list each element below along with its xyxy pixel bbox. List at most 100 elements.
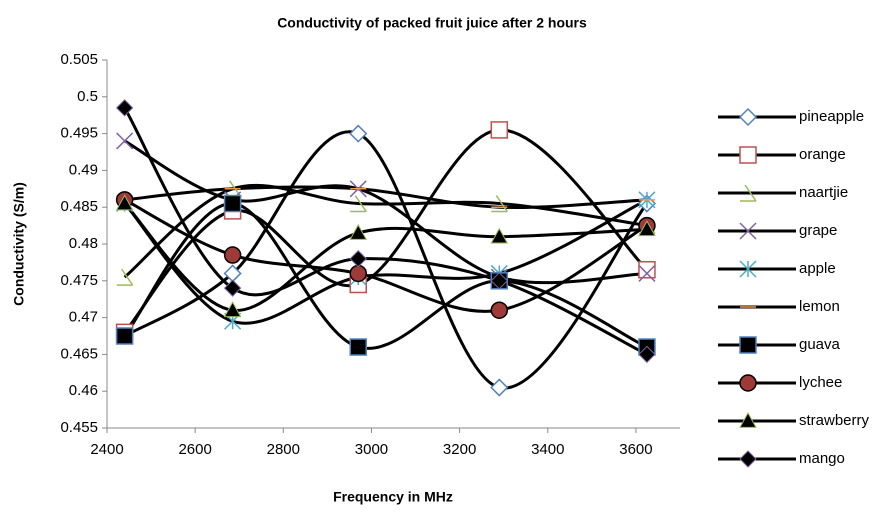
marker-shape: [638, 220, 656, 237]
marker: [349, 223, 368, 240]
marker: [739, 336, 757, 354]
legend-label: orange: [799, 146, 846, 163]
marker-shape: [739, 374, 757, 392]
marker: [739, 222, 757, 240]
y-tick-label: 0.505: [60, 51, 98, 68]
marker-shape: [349, 124, 368, 143]
marker-shape: [739, 146, 757, 164]
x-axis-title: Frequency in MHz: [333, 489, 453, 505]
marker: [638, 264, 656, 282]
marker: [115, 99, 134, 117]
marker: [490, 272, 508, 290]
x-tick-label: 3000: [355, 441, 388, 458]
marker-shape: [116, 132, 134, 150]
marker: [349, 338, 367, 356]
marker: [740, 184, 757, 202]
marker-shape: [223, 279, 242, 297]
y-axis-title: Conductivity (S/m): [11, 182, 27, 306]
marker-shape: [739, 411, 757, 428]
marker-shape: [491, 195, 508, 213]
y-tick-label: 0.46: [69, 382, 98, 399]
marker-shape: [739, 222, 757, 240]
legend-label: pineapple: [799, 108, 864, 125]
marker: [490, 301, 509, 319]
x-tick-label: 2400: [90, 441, 123, 458]
marker-shape: [115, 194, 134, 211]
marker: [116, 268, 134, 286]
marker: [223, 194, 242, 213]
y-tick-label: 0.475: [60, 272, 98, 289]
marker-shape: [638, 261, 656, 279]
marker-shape: [638, 345, 656, 364]
legend-label: strawberry: [799, 412, 870, 429]
x-tick-label: 3600: [619, 441, 652, 458]
marker: [115, 194, 134, 211]
x-tick-label: 2800: [267, 441, 300, 458]
marker-shape: [349, 223, 368, 240]
marker: [349, 124, 368, 143]
marker: [115, 327, 134, 345]
marker: [223, 279, 242, 297]
marker-shape: [738, 107, 758, 127]
x-tick-label: 2600: [178, 441, 211, 458]
marker-shape: [739, 260, 757, 278]
marker-shape: [638, 264, 656, 282]
x-tick-label: 3200: [443, 441, 476, 458]
marker-shape: [349, 338, 367, 356]
marker-shape: [739, 336, 757, 354]
marker: [739, 146, 757, 164]
y-tick-label: 0.5: [77, 88, 98, 105]
marker: [490, 227, 509, 244]
marker: [116, 132, 134, 150]
marker: [638, 345, 656, 364]
y-tick-label: 0.49: [69, 161, 98, 178]
marker: [349, 250, 367, 268]
legend-label: naartjie: [799, 184, 848, 201]
marker-shape: [115, 99, 134, 117]
marker: [638, 261, 656, 279]
marker-shape: [490, 272, 508, 290]
marker-shape: [490, 301, 509, 319]
marker-shape: [223, 194, 242, 213]
marker-shape: [490, 121, 509, 139]
marker: [350, 195, 367, 213]
marker-shape: [349, 264, 367, 283]
marker-shape: [223, 246, 242, 264]
y-tick-label: 0.47: [69, 309, 98, 326]
chart-title: Conductivity of packed fruit juice after…: [277, 15, 587, 31]
y-tick-label: 0.485: [60, 198, 98, 215]
marker-shape: [349, 250, 367, 268]
legend-label: lychee: [799, 374, 842, 391]
legend-label: grape: [799, 222, 837, 239]
marker: [490, 378, 509, 397]
legend-label: guava: [799, 336, 841, 353]
y-tick-label: 0.48: [69, 235, 98, 252]
y-tick-label: 0.465: [60, 345, 98, 362]
marker-shape: [490, 227, 509, 244]
legend-label: apple: [799, 260, 836, 277]
marker: [223, 301, 242, 318]
marker-shape: [490, 378, 509, 397]
marker: [490, 121, 509, 139]
marker: [739, 411, 757, 428]
marker-shape: [739, 450, 757, 468]
y-tick-label: 0.495: [60, 125, 98, 142]
marker-shape: [115, 327, 134, 345]
marker: [739, 374, 757, 392]
legend-label: mango: [799, 450, 845, 467]
series-line: [123, 183, 648, 279]
marker: [739, 450, 757, 468]
marker: [739, 260, 757, 278]
marker-shape: [350, 195, 367, 213]
x-tick-label: 3400: [531, 441, 564, 458]
marker: [638, 220, 656, 237]
legend-label: lemon: [799, 298, 840, 315]
marker: [349, 264, 367, 283]
y-tick-label: 0.455: [60, 419, 98, 436]
marker-shape: [116, 268, 134, 286]
marker: [738, 107, 758, 127]
marker-shape: [740, 184, 757, 202]
marker-shape: [223, 301, 242, 318]
marker: [223, 246, 242, 264]
